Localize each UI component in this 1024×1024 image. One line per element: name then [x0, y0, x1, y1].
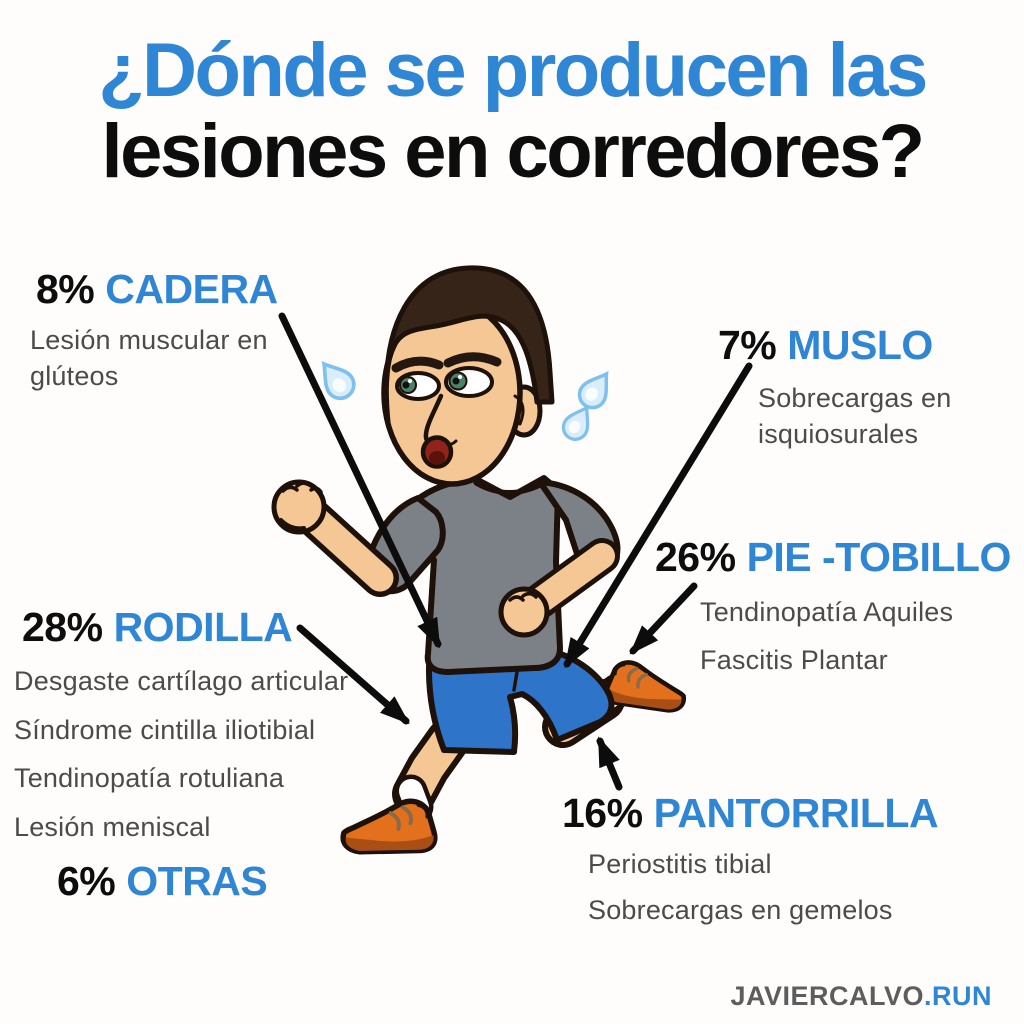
injury-detail: Periostitis tibial — [588, 849, 772, 879]
injury-percent: 16% — [562, 790, 643, 836]
footer-site-credit: JAVIERCALVO.RUN — [730, 981, 992, 1012]
injury-percent: 28% — [22, 604, 103, 650]
injury-heading: 28% RODILLA — [22, 604, 348, 651]
injury-heading: 8% CADERA — [36, 266, 292, 313]
footer-site-name: JAVIERCALVO — [730, 981, 924, 1011]
injury-detail: Tendinopatía rotuliana — [14, 763, 285, 794]
injury-detail: Fascitis Plantar — [700, 644, 888, 675]
injury-label-muslo: 7% MUSLO Sobrecargas en isquiosurales — [718, 322, 973, 452]
injury-heading: 7% MUSLO — [718, 322, 973, 369]
injury-name: CADERA — [105, 266, 278, 312]
injury-detail: Síndrome cintilla iliotibial — [14, 714, 316, 745]
arrow-muslo — [563, 362, 753, 669]
pointer-arrows — [278, 312, 753, 791]
injury-label-otras: 6% OTRAS — [57, 858, 268, 905]
injury-detail: Sobrecargas en gemelos — [588, 894, 893, 925]
front-shoe-icon — [340, 799, 435, 857]
injury-name: RODILLA — [113, 604, 293, 650]
injury-name: PIE -TOBILLO — [746, 534, 1012, 580]
injury-name: OTRAS — [126, 858, 268, 904]
injury-label-rodilla: 28% RODILLA Desgaste cartílago articular … — [14, 604, 348, 846]
arrow-rodilla — [296, 624, 410, 725]
footer-site-tld: .RUN — [924, 981, 992, 1011]
injury-name: PANTORRILLA — [653, 790, 939, 836]
injury-detail: Lesión meniscal — [14, 811, 211, 842]
title-line-1: ¿Dónde se producen las — [98, 28, 928, 113]
injury-percent: 26% — [655, 534, 736, 580]
injury-detail: Sobrecargas en isquiosurales — [758, 383, 952, 449]
injury-percent: 7% — [718, 322, 777, 368]
injury-heading: 6% OTRAS — [57, 858, 268, 905]
hair — [383, 265, 555, 425]
injury-name: MUSLO — [787, 322, 933, 368]
arrow-pie-tobillo — [629, 582, 698, 655]
runner-head — [381, 265, 555, 487]
injury-label-pie-tobillo: 26% PIE -TOBILLO Tendinopatía Aquiles Fas… — [655, 534, 1011, 678]
arrow-cadera — [278, 312, 442, 649]
runner-figure — [271, 265, 689, 857]
injury-label-cadera: 8% CADERA Lesión muscular en glúteos — [30, 266, 292, 394]
injury-heading: 26% PIE -TOBILLO — [655, 534, 1011, 581]
shorts — [425, 645, 615, 755]
injury-percent: 6% — [57, 858, 116, 904]
injury-detail: Desgaste cartílago articular — [14, 666, 349, 696]
injury-detail: Lesión muscular en glúteos — [30, 325, 268, 391]
injury-percent: 8% — [36, 266, 95, 312]
injury-label-pantorrilla: 16% PANTORRILLA Periostitis tibial Sobrec… — [562, 790, 939, 928]
page-title: ¿Dónde se producen las lesiones en corre… — [0, 30, 1024, 193]
injury-detail: Tendinopatía Aquiles — [700, 597, 954, 627]
arrow-pantorrilla — [596, 736, 623, 791]
injury-heading: 16% PANTORRILLA — [562, 790, 939, 837]
title-line-2: lesiones en corredores? — [101, 109, 925, 195]
